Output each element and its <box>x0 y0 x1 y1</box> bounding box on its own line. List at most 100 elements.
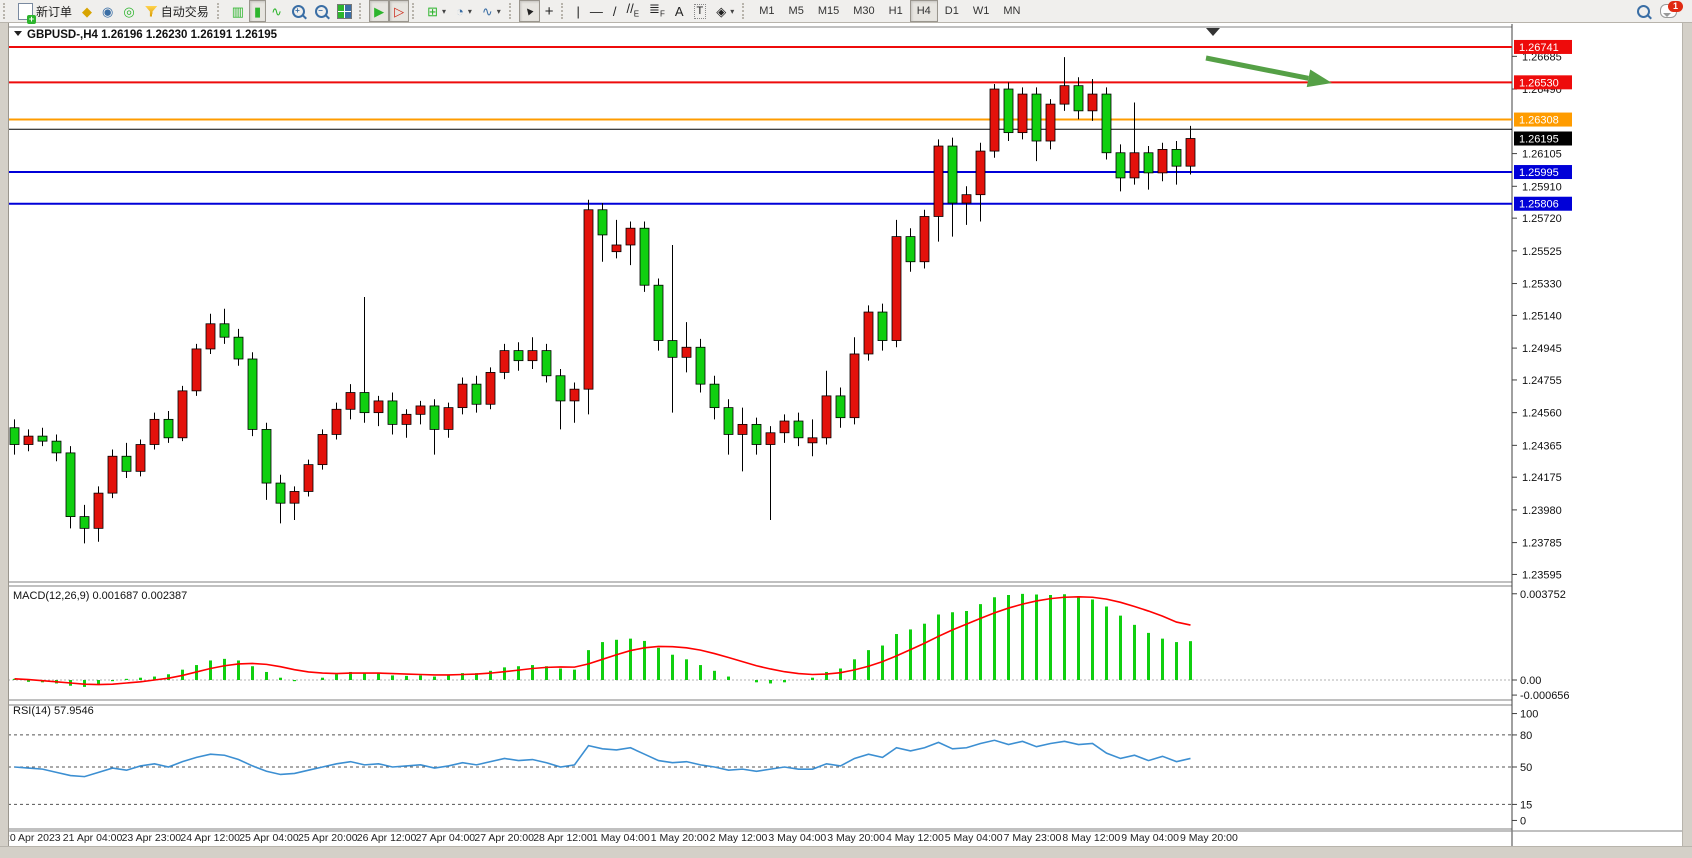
text-button[interactable]: A <box>670 0 689 22</box>
signals-button[interactable]: ◎ <box>118 0 139 22</box>
autotrading-button[interactable]: 自动交易 <box>140 0 214 22</box>
auto-scroll-button[interactable]: ▶ <box>369 0 389 22</box>
indicators-icon: ⊞ <box>427 5 438 18</box>
candle <box>1130 153 1139 178</box>
timeframe-button-m1[interactable]: M1 <box>752 0 781 22</box>
timeframe-button-h4[interactable]: H4 <box>910 0 938 22</box>
periods-button[interactable]: ◔ ▾ <box>451 0 477 22</box>
toolbar-drag-handle[interactable] <box>359 3 366 19</box>
candle <box>892 237 901 341</box>
candle <box>1004 89 1013 133</box>
indicators-button[interactable]: ⊞ ▾ <box>422 0 451 22</box>
price-tick-label: 1.25330 <box>1522 279 1562 291</box>
price-tick-label: 1.24945 <box>1522 343 1562 355</box>
candle <box>626 228 635 245</box>
toolbar-drag-handle[interactable] <box>412 3 419 19</box>
candle <box>276 483 285 503</box>
trendline-button[interactable]: / <box>608 0 622 22</box>
candle <box>80 517 89 529</box>
search-button[interactable] <box>1632 0 1655 22</box>
crosshair-button[interactable]: + <box>540 0 559 22</box>
time-axis-label: 27 Apr 04:00 <box>416 832 476 844</box>
zoom-in-button[interactable]: + <box>287 0 310 22</box>
rsi-tick-label: 80 <box>1520 730 1532 742</box>
price-tick-label: 1.23980 <box>1522 505 1562 517</box>
timeframe-button-m15[interactable]: M15 <box>811 0 846 22</box>
rsi-tick-label: 100 <box>1520 709 1538 721</box>
time-axis-label: 25 Apr 04:00 <box>239 832 299 844</box>
chart-area[interactable]: 1.266851.264901.261051.259101.257201.255… <box>0 22 1692 853</box>
candle <box>136 445 145 472</box>
notifications-button[interactable]: 1 <box>1655 0 1682 22</box>
price-tick-label: 1.26105 <box>1522 149 1562 161</box>
bar-chart-button[interactable]: ▥ <box>227 0 249 22</box>
cursor-button[interactable]: ▲ <box>519 0 540 22</box>
profile-button[interactable]: ◉ <box>97 0 118 22</box>
chart-background <box>8 24 1692 847</box>
toolbar-drag-handle[interactable] <box>509 3 516 19</box>
time-axis-label: 3 May 20:00 <box>827 832 885 844</box>
candle <box>556 376 565 401</box>
arrows-button[interactable]: ◈ ▾ <box>711 0 739 22</box>
candle <box>1046 104 1055 141</box>
zoom-out-button[interactable]: − <box>310 0 333 22</box>
candle <box>640 228 649 285</box>
candle <box>766 433 775 445</box>
equidistant-channel-button[interactable]: //E <box>621 0 644 22</box>
macd-tick-label: -0.000656 <box>1520 690 1570 702</box>
fibonacci-button[interactable]: ≣F <box>644 0 670 22</box>
autotrading-icon <box>145 6 158 17</box>
vertical-line-button[interactable]: | <box>571 0 584 22</box>
price-tick-label: 1.24365 <box>1522 440 1562 452</box>
timeframe-button-h1[interactable]: H1 <box>882 0 910 22</box>
price-tick-label: 1.24560 <box>1522 408 1562 420</box>
price-badge-label: 1.25995 <box>1519 167 1559 179</box>
candle <box>542 351 551 376</box>
chart-shift-button[interactable]: ▷ <box>389 0 409 22</box>
line-chart-button[interactable]: ∿ <box>266 0 287 22</box>
toolbar-drag-handle[interactable] <box>742 3 749 19</box>
candle <box>752 424 761 444</box>
candle <box>1158 149 1167 172</box>
chevron-down-icon: ▾ <box>442 7 446 16</box>
rsi-label: RSI(14) 57.9546 <box>13 705 94 717</box>
toolbar-drag-handle[interactable] <box>217 3 224 19</box>
line-chart-icon: ∿ <box>271 5 282 18</box>
window-right-border[interactable] <box>1682 22 1692 848</box>
timeframe-button-mn[interactable]: MN <box>996 0 1027 22</box>
equidistant-channel-icon: //E <box>626 2 639 21</box>
timeframe-button-m5[interactable]: M5 <box>782 0 811 22</box>
bar-chart-icon: ▥ <box>232 5 244 18</box>
time-axis-label: 9 May 04:00 <box>1121 832 1179 844</box>
price-badge-label: 1.26741 <box>1519 42 1559 54</box>
time-axis-label: 3 May 04:00 <box>768 832 826 844</box>
vertical-line-icon: | <box>576 5 579 18</box>
tile-windows-button[interactable] <box>333 0 356 22</box>
price-tick-label: 1.24175 <box>1522 472 1562 484</box>
candlestick-chart-button[interactable]: ▮ <box>249 0 266 22</box>
new-order-button[interactable]: 新订单 <box>13 0 77 22</box>
horizontal-line-button[interactable]: — <box>585 0 608 22</box>
timeframe-button-m30[interactable]: M30 <box>846 0 881 22</box>
auto-scroll-icon: ▶ <box>374 5 384 18</box>
profile-icon: ◉ <box>102 5 113 18</box>
toolbar-drag-handle[interactable] <box>3 3 10 19</box>
templates-button[interactable]: ∿ ▾ <box>477 0 506 22</box>
timeframe-button-d1[interactable]: D1 <box>938 0 966 22</box>
fibonacci-icon: ≣F <box>649 2 665 21</box>
rsi-tick-label: 15 <box>1520 799 1532 811</box>
tile-windows-icon <box>338 5 351 18</box>
timeframe-button-w1[interactable]: W1 <box>966 0 997 22</box>
price-tick-label: 1.25140 <box>1522 310 1562 322</box>
time-axis-label: 8 May 12:00 <box>1062 832 1120 844</box>
market-watch-button[interactable]: ◆ <box>77 0 97 22</box>
candle <box>444 408 453 430</box>
candle <box>24 436 33 444</box>
toolbar-drag-handle[interactable] <box>561 3 568 19</box>
candle <box>206 324 215 349</box>
candle <box>66 453 75 517</box>
candle <box>178 391 187 438</box>
text-label-button[interactable]: T <box>689 0 712 22</box>
price-badge-label: 1.26308 <box>1519 115 1559 127</box>
